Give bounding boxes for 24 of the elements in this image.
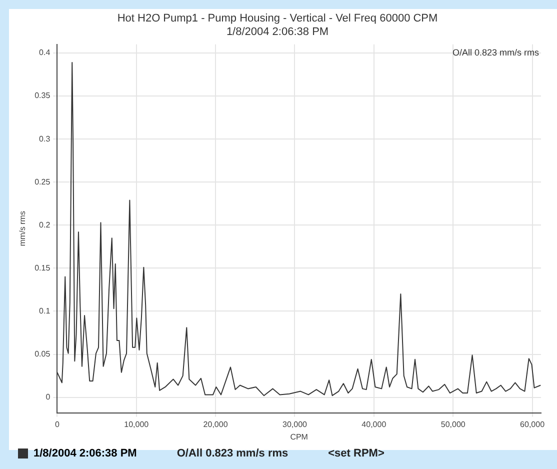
y-tick-label: 0.4 bbox=[39, 48, 51, 58]
y-tick-label: 0.1 bbox=[39, 306, 51, 316]
chart-subtitle: 1/8/2004 2:06:38 PM bbox=[226, 26, 329, 38]
x-tick-label: 50,000 bbox=[440, 420, 466, 429]
y-axis-title: mm/s rms bbox=[18, 211, 28, 246]
annotation: O/All 0.823 mm/s rms bbox=[452, 47, 540, 58]
y-tick-label: 0 bbox=[46, 392, 51, 402]
x-tick-label: 0 bbox=[54, 420, 60, 429]
y-tick-label: 0.35 bbox=[34, 91, 51, 100]
legend-label: 1/8/2004 2:06:38 PM bbox=[34, 448, 137, 460]
x-tick-label: 20,000 bbox=[203, 420, 228, 429]
y-tick-label: 0.05 bbox=[34, 349, 51, 358]
x-axis-title: CPM bbox=[290, 432, 308, 442]
x-tick-label: 40,000 bbox=[362, 420, 387, 429]
y-tick-label: 0.25 bbox=[34, 177, 51, 186]
text: O/All 0.823 mm/s rms bbox=[176, 448, 288, 460]
y-tick-label: 0.3 bbox=[39, 134, 51, 144]
y-tick-label: 0.2 bbox=[39, 220, 51, 230]
y-tick-label: 0.15 bbox=[34, 263, 51, 272]
x-tick-label: 60,000 bbox=[520, 420, 546, 429]
text: <set RPM> bbox=[328, 448, 384, 460]
x-tick-label: 30,000 bbox=[282, 420, 308, 429]
x-tick-label: 10,000 bbox=[124, 420, 150, 429]
chart-title: Hot H2O Pump1 - Pump Housing - Vertical - Vel Freq 60000 CPM bbox=[117, 12, 438, 25]
